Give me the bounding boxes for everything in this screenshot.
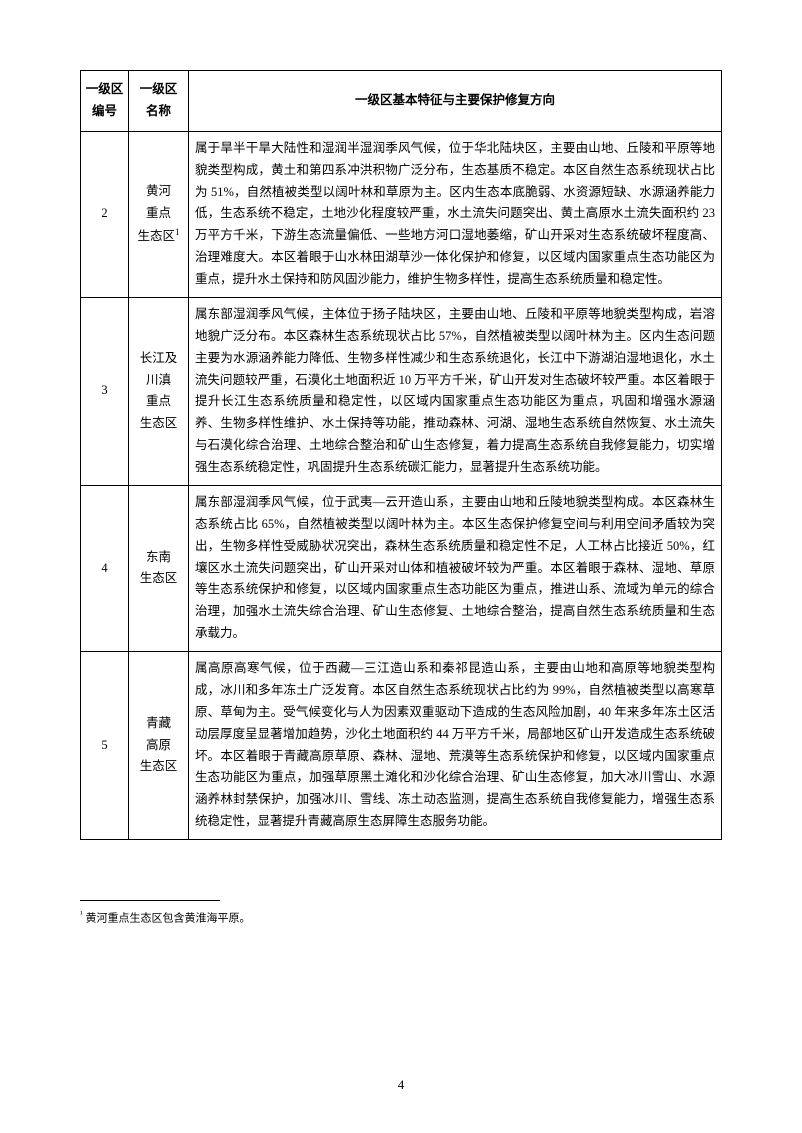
zone-description: 属东部湿润季风气候，位于武夷—云开造山系，主要由山地和丘陵地貌类型构成。本区森林… [189, 485, 722, 651]
footnote-marker: ¹ [80, 909, 83, 919]
table-row: 2 黄河重点生态区1 属于旱半干旱大陆性和湿润半湿润季风气候，位于华北陆块区，主… [81, 131, 722, 297]
footnote-text: ¹ 黄河重点生态区包含黄淮海平原。 [80, 907, 722, 928]
table-body: 2 黄河重点生态区1 属于旱半干旱大陆性和湿润半湿润季风气候，位于华北陆块区，主… [81, 131, 722, 839]
zone-name: 长江及川滇重点生态区 [129, 297, 189, 485]
ecological-zones-table: 一级区编号 一级区名称 一级区基本特征与主要保护修复方向 2 黄河重点生态区1 … [80, 70, 722, 840]
zone-description: 属东部湿润季风气候，主体位于扬子陆块区，主要由山地、丘陵和平原等地貌类型构成，岩… [189, 297, 722, 485]
header-zone-name: 一级区名称 [129, 71, 189, 132]
table-row: 4 东南生态区 属东部湿润季风气候，位于武夷—云开造山系，主要由山地和丘陵地貌类… [81, 485, 722, 651]
zone-number: 4 [81, 485, 129, 651]
footnote-content: 黄河重点生态区包含黄淮海平原。 [85, 913, 250, 925]
zone-name: 东南生态区 [129, 485, 189, 651]
zone-number: 2 [81, 131, 129, 297]
table-row: 5 青藏高原生态区 属高原高寒气候，位于西藏—三江造山系和秦祁昆造山系，主要由山… [81, 652, 722, 840]
page-number: 4 [0, 1077, 802, 1093]
zone-name: 黄河重点生态区1 [129, 131, 189, 297]
header-zone-number: 一级区编号 [81, 71, 129, 132]
footnote-divider [80, 900, 220, 901]
zone-name: 青藏高原生态区 [129, 652, 189, 840]
zone-number: 5 [81, 652, 129, 840]
header-zone-desc: 一级区基本特征与主要保护修复方向 [189, 71, 722, 132]
zone-description: 属于旱半干旱大陆性和湿润半湿润季风气候，位于华北陆块区，主要由山地、丘陵和平原等… [189, 131, 722, 297]
zone-number: 3 [81, 297, 129, 485]
zone-description: 属高原高寒气候，位于西藏—三江造山系和秦祁昆造山系，主要由山地和高原等地貌类型构… [189, 652, 722, 840]
table-header-row: 一级区编号 一级区名称 一级区基本特征与主要保护修复方向 [81, 71, 722, 132]
table-row: 3 长江及川滇重点生态区 属东部湿润季风气候，主体位于扬子陆块区，主要由山地、丘… [81, 297, 722, 485]
